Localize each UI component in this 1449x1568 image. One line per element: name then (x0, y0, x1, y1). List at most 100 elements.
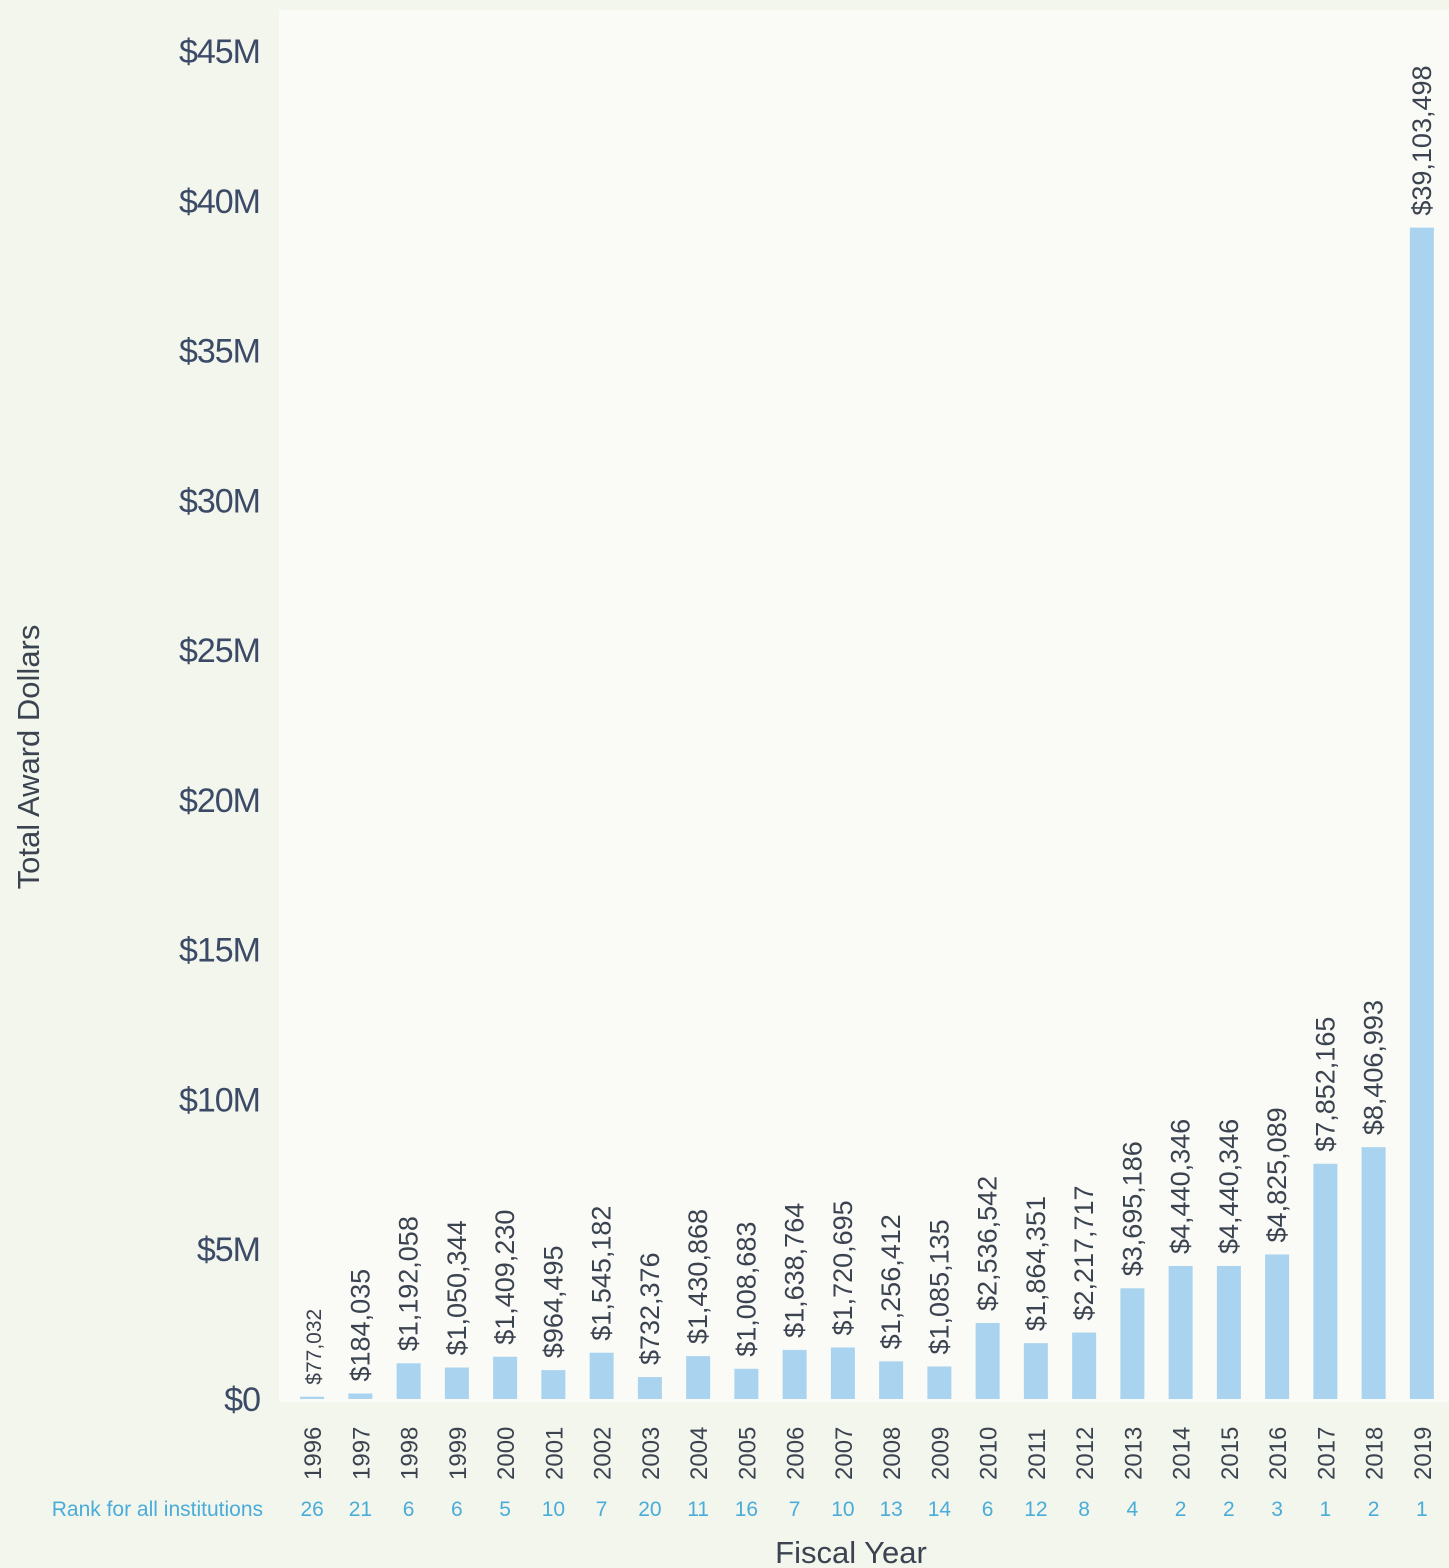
rank-row: Rank for all institutions 26 21 6 6 5 10 7 20 11… (52, 1498, 1428, 1521)
x-tick-label: 1997 (348, 1427, 375, 1480)
rank-value: 12 (1024, 1498, 1047, 1521)
y-axis-title: Total Award Dollars (11, 625, 46, 890)
data-label: $39,103,498 (1407, 65, 1437, 215)
x-tick-label: 2018 (1362, 1427, 1389, 1480)
data-label: $1,256,412 (876, 1214, 906, 1349)
data-label: $1,050,344 (442, 1220, 472, 1355)
bar-2005 (734, 1368, 759, 1399)
bar-2012 (1072, 1332, 1097, 1399)
x-tick-label: 2013 (1120, 1427, 1147, 1480)
bar-2003 (637, 1377, 662, 1399)
x-tick-label: 2000 (493, 1427, 520, 1480)
data-label: $4,440,346 (1214, 1119, 1244, 1254)
bar-2015 (1216, 1265, 1241, 1399)
data-label: $4,825,089 (1262, 1107, 1292, 1242)
bar-2009 (927, 1366, 952, 1399)
data-label: $964,495 (538, 1245, 568, 1358)
y-tick-label: $5M (197, 1231, 260, 1269)
x-tick-label: 1998 (397, 1427, 424, 1480)
x-tick-label: 2010 (976, 1427, 1003, 1480)
data-label: $77,032 (303, 1309, 326, 1385)
x-tick-label: 2002 (590, 1427, 617, 1480)
x-tick-label: 2015 (1217, 1427, 1244, 1480)
bar-1996 (300, 1396, 325, 1399)
rank-value: 20 (638, 1498, 661, 1521)
y-tick-label: $10M (179, 1081, 260, 1119)
y-tick-label: $0 (224, 1381, 260, 1419)
x-tick-label: 2011 (1024, 1428, 1051, 1480)
bar-2019 (1409, 227, 1434, 1399)
bar-2001 (541, 1370, 566, 1399)
rank-value: 6 (403, 1498, 415, 1521)
rank-value: 10 (831, 1498, 854, 1521)
x-tick-label: 2007 (831, 1427, 858, 1480)
data-label: $1,638,764 (780, 1203, 810, 1338)
y-tick-label: $30M (179, 482, 260, 520)
data-label: $8,406,993 (1359, 1000, 1389, 1135)
rank-value: 14 (928, 1498, 952, 1521)
rank-row-label: Rank for all institutions (52, 1498, 263, 1521)
data-label: $1,008,683 (731, 1222, 761, 1357)
rank-value: 1 (1416, 1498, 1428, 1521)
y-tick-label: $45M (179, 33, 260, 71)
data-label: $1,545,182 (587, 1206, 617, 1341)
rank-value: 5 (499, 1498, 511, 1521)
rank-value: 11 (687, 1498, 709, 1521)
y-tick-label: $25M (179, 632, 260, 670)
rank-value: 8 (1078, 1498, 1090, 1521)
y-tick-label: $35M (179, 333, 260, 371)
data-label: $4,440,346 (1166, 1119, 1196, 1254)
rank-value: 4 (1127, 1498, 1139, 1521)
rank-value: 26 (300, 1498, 323, 1521)
x-tick-label: 2014 (1169, 1427, 1196, 1480)
bar-2017 (1313, 1163, 1338, 1399)
bar-1999 (444, 1367, 469, 1399)
rank-value: 1 (1320, 1498, 1332, 1521)
data-label: $184,035 (345, 1269, 375, 1382)
rank-value: 13 (879, 1498, 902, 1521)
plot-area (279, 10, 1449, 1402)
x-tick-label: 2019 (1410, 1427, 1437, 1480)
bar-2004 (686, 1356, 711, 1399)
rank-value: 7 (596, 1498, 608, 1521)
x-tick-label: 2016 (1265, 1427, 1292, 1480)
bars (300, 227, 1434, 1399)
value-labels: $77,032 $184,035 $1,192,058 $1,050,344 $1,40… (303, 65, 1437, 1384)
rank-value: 7 (789, 1498, 801, 1521)
x-tick-label: 2003 (638, 1427, 665, 1480)
bar-2018 (1361, 1147, 1386, 1399)
y-axis-ticks: $0 $5M $10M $15M $20M $25M $30M $35M $40M $45M (179, 33, 261, 1419)
rank-value: 2 (1368, 1498, 1380, 1521)
rank-value: 21 (349, 1498, 372, 1521)
bar-2008 (879, 1361, 904, 1399)
data-label: $3,695,186 (1117, 1141, 1147, 1276)
bar-2013 (1120, 1288, 1145, 1399)
y-tick-label: $20M (179, 782, 260, 820)
y-tick-label: $15M (179, 932, 260, 970)
bar-1998 (396, 1363, 421, 1399)
bar-2010 (975, 1323, 1000, 1399)
x-tick-label: 2009 (927, 1427, 954, 1480)
bar-2000 (493, 1356, 518, 1399)
data-label: $1,864,351 (1021, 1196, 1051, 1331)
x-tick-label: 2005 (734, 1427, 761, 1480)
bar-2014 (1168, 1265, 1193, 1399)
bar-2007 (830, 1347, 855, 1399)
bar-2006 (782, 1349, 807, 1399)
data-label: $7,852,165 (1310, 1017, 1340, 1152)
bar-2002 (589, 1352, 614, 1399)
rank-value: 6 (982, 1498, 994, 1521)
rank-value: 10 (542, 1498, 565, 1521)
rank-value: 6 (451, 1498, 463, 1521)
x-tick-label: 2012 (1072, 1427, 1099, 1480)
data-label: $1,409,230 (490, 1210, 520, 1345)
bar-1997 (348, 1393, 373, 1399)
rank-value: 3 (1271, 1498, 1283, 1521)
rank-value: 16 (735, 1498, 758, 1521)
rank-value: 2 (1223, 1498, 1235, 1521)
rank-value: 2 (1175, 1498, 1187, 1521)
data-label: $1,192,058 (394, 1216, 424, 1351)
x-tick-label: 1996 (300, 1427, 327, 1480)
x-tick-label: 2017 (1313, 1427, 1340, 1480)
